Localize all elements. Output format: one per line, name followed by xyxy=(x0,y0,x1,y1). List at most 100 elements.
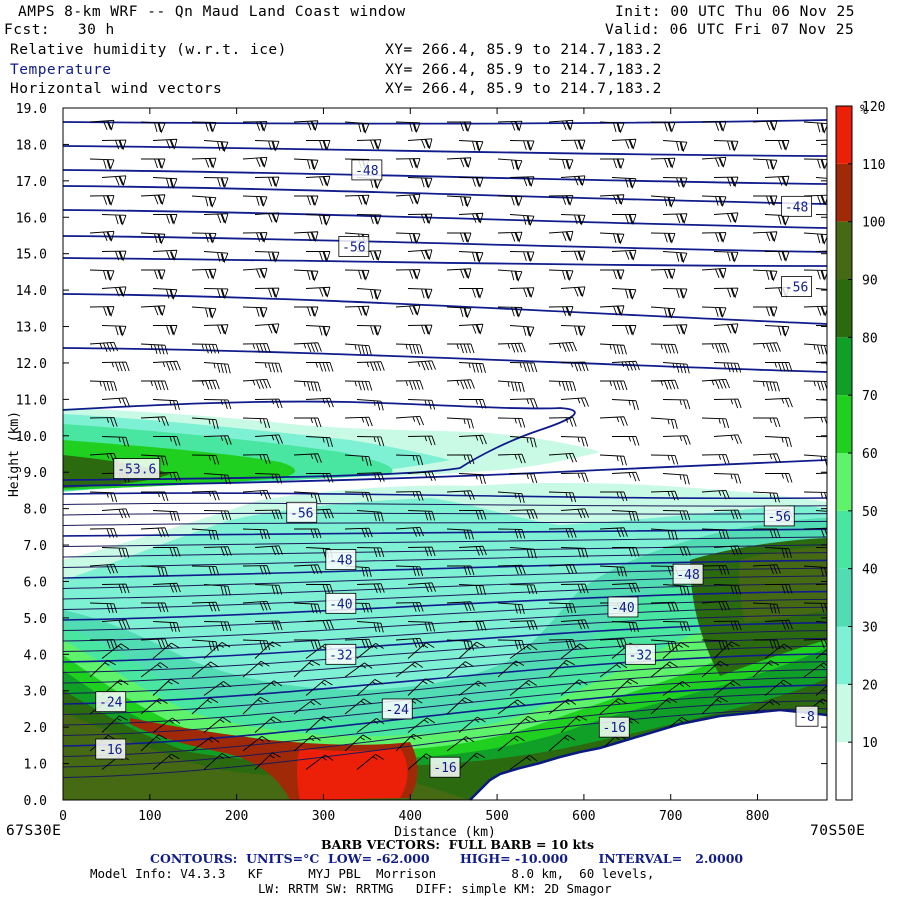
wind-barb xyxy=(752,564,781,575)
wind-barb xyxy=(548,563,577,574)
wind-barb-shaft xyxy=(254,212,280,224)
wind-barb xyxy=(600,491,628,502)
wind-barb-shaft xyxy=(293,735,321,752)
wind-barb xyxy=(764,643,793,659)
temperature-contour xyxy=(63,684,827,747)
wind-barb xyxy=(662,435,691,445)
wind-barb xyxy=(548,491,577,503)
wind-barb xyxy=(395,565,424,577)
wind-barb-shaft xyxy=(305,175,331,187)
wind-barb xyxy=(191,601,220,612)
wind-barb-shaft xyxy=(764,397,793,408)
wind-barb xyxy=(356,288,382,301)
wind-barb-shaft xyxy=(612,325,637,336)
wind-barb xyxy=(203,473,231,485)
colorbar-bin xyxy=(836,337,852,396)
wind-barb-shaft xyxy=(395,637,424,648)
wind-barb-shaft xyxy=(600,269,625,281)
wind-barb xyxy=(407,621,436,632)
wind-barb-shaft xyxy=(140,565,168,577)
wind-barb xyxy=(447,454,475,465)
wind-barb xyxy=(293,453,322,463)
wind-barb-shaft xyxy=(459,288,484,299)
temperature-contour xyxy=(63,145,827,157)
wind-barb-shaft xyxy=(650,661,678,678)
wind-barb-shaft xyxy=(662,213,688,225)
wind-barb-shaft xyxy=(101,214,127,226)
wind-barb-shaft xyxy=(242,565,271,575)
wind-barb xyxy=(803,638,827,649)
wind-barb xyxy=(305,325,331,338)
rh-band-130-lower xyxy=(297,748,408,800)
colorbar-bin xyxy=(836,510,852,569)
contour-label-box xyxy=(286,501,318,523)
wind-barb-shaft xyxy=(356,583,385,593)
temperature-contour xyxy=(63,583,827,610)
wind-barb xyxy=(752,660,780,678)
wind-barb xyxy=(140,698,168,715)
wind-barb-shaft xyxy=(407,249,433,261)
y-tick-label: 2.0 xyxy=(24,721,47,736)
temperature-contour xyxy=(63,661,827,715)
wind-barb xyxy=(101,139,127,151)
wind-barb xyxy=(599,454,627,466)
wind-barb-shaft xyxy=(764,175,790,187)
wind-barb-shaft xyxy=(701,232,727,244)
wind-barb xyxy=(701,454,730,464)
wind-barb xyxy=(752,699,781,715)
temperature-contour xyxy=(63,567,827,589)
wind-barb xyxy=(662,584,690,596)
wind-barb-shaft xyxy=(548,734,576,752)
barb-legend: BARB VECTORS: FULL BARB = 10 kts xyxy=(321,837,594,852)
wind-barb-shaft xyxy=(803,343,827,355)
wind-barb xyxy=(560,643,589,659)
wind-barb-shaft xyxy=(101,397,130,408)
contour-label-box xyxy=(325,643,357,665)
wind-barb xyxy=(458,545,487,556)
wind-barb-shaft xyxy=(203,621,232,632)
wind-barb-shaft xyxy=(293,564,322,575)
temperature-contour xyxy=(63,653,827,705)
y-tick-label: 3.0 xyxy=(24,685,47,700)
wind-barb-shaft xyxy=(446,601,475,612)
wind-barb xyxy=(548,230,574,242)
wind-barb-shaft xyxy=(344,454,372,466)
wind-barb xyxy=(254,287,280,299)
y-tick-label: 6.0 xyxy=(24,575,47,590)
wind-barb-shaft xyxy=(293,342,322,353)
colorbar-tick-label: 100 xyxy=(862,216,885,231)
wind-barb-shaft xyxy=(254,584,283,595)
wind-barb xyxy=(254,398,283,409)
contour-label: -40 xyxy=(329,597,352,612)
wind-barb-shaft xyxy=(254,716,282,733)
wind-barb-shaft xyxy=(753,639,781,650)
wind-barb-shaft xyxy=(446,417,474,429)
wind-barb xyxy=(101,214,127,226)
wind-barb-shaft xyxy=(662,435,691,445)
wind-barb xyxy=(294,195,319,207)
wind-barb xyxy=(101,361,130,372)
wind-barb xyxy=(548,639,577,649)
wind-barb-shaft xyxy=(89,639,118,649)
wind-barb-shaft xyxy=(152,678,180,696)
wind-barb xyxy=(344,343,372,355)
wind-barb xyxy=(191,417,219,429)
wind-barb xyxy=(803,380,827,391)
wind-barb xyxy=(611,510,639,522)
wind-barb xyxy=(713,434,742,445)
wind-barb-shaft xyxy=(407,546,436,557)
wind-barb xyxy=(191,528,219,540)
wind-barb-shaft xyxy=(764,619,793,630)
wind-barb xyxy=(293,269,319,282)
wind-barb xyxy=(191,195,217,208)
colorbar-bin xyxy=(836,626,852,685)
wind-barb-shaft xyxy=(191,661,219,678)
wind-barb-shaft xyxy=(293,158,319,171)
wind-barb-shaft xyxy=(191,697,219,715)
wind-barb xyxy=(89,195,115,207)
wind-barb-shaft xyxy=(611,399,639,411)
wind-barb-shaft xyxy=(509,755,538,770)
wind-barb-shaft xyxy=(305,508,334,519)
wind-barb xyxy=(356,325,382,337)
wind-barb-shaft xyxy=(662,584,690,596)
